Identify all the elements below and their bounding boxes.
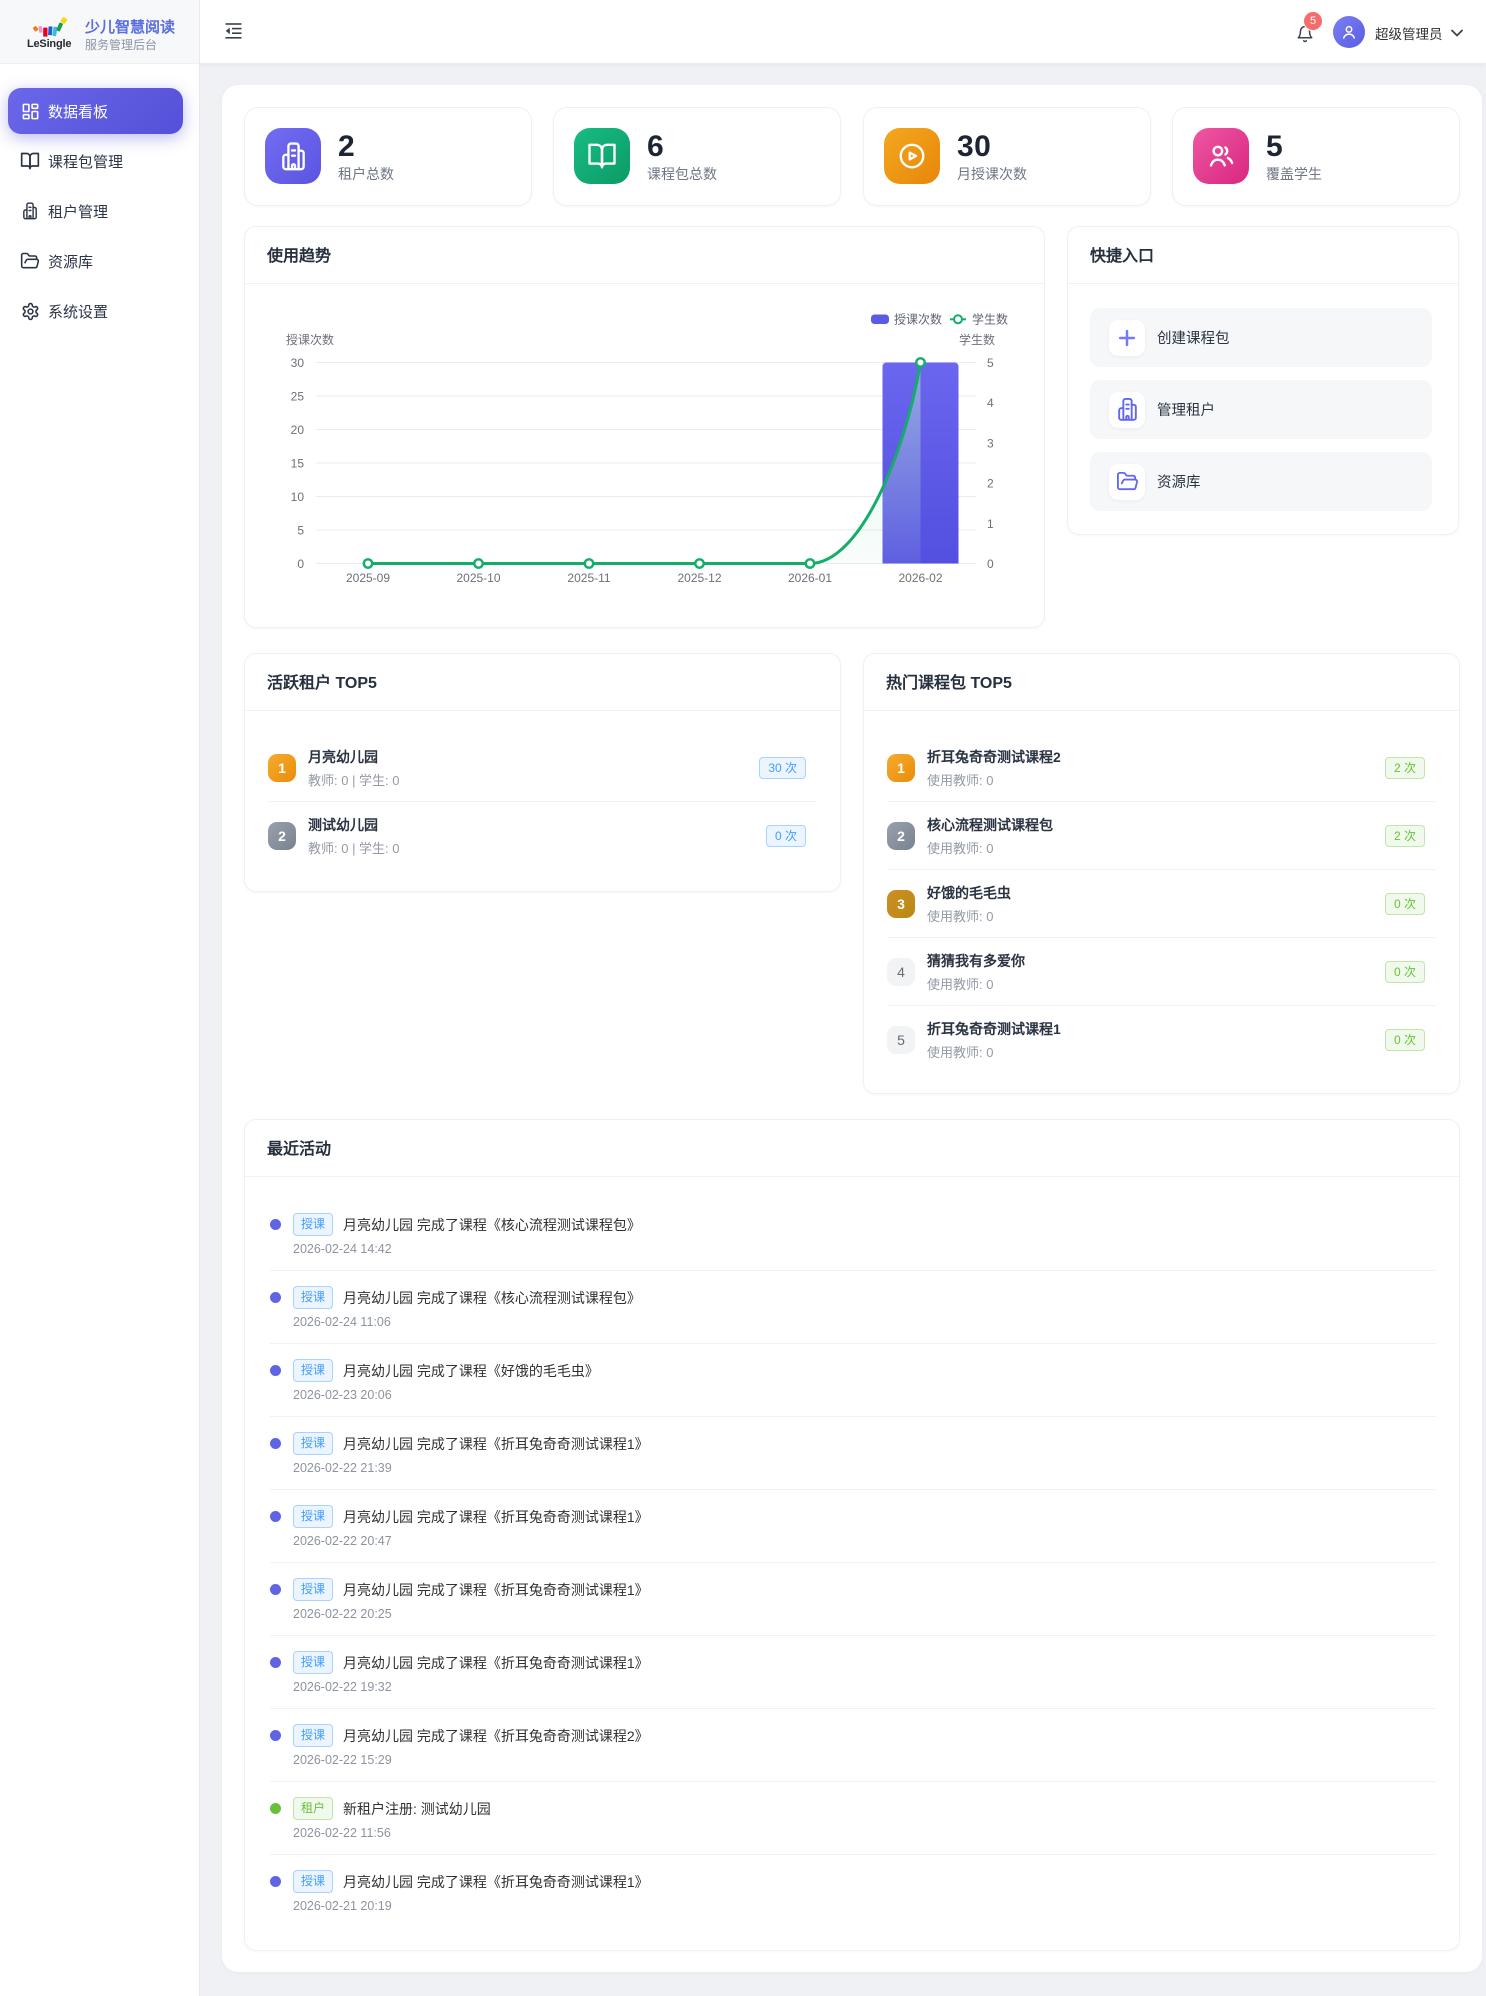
svg-text:2025-11: 2025-11 <box>567 571 610 585</box>
svg-text:2: 2 <box>987 477 994 491</box>
svg-text:学生数: 学生数 <box>959 332 995 347</box>
svg-text:20: 20 <box>291 423 305 437</box>
svg-text:2025-12: 2025-12 <box>677 571 721 585</box>
svg-text:4: 4 <box>987 396 994 410</box>
svg-text:2026-01: 2026-01 <box>788 571 832 585</box>
svg-text:2025-10: 2025-10 <box>456 571 500 585</box>
svg-text:25: 25 <box>291 390 305 404</box>
svg-text:15: 15 <box>291 457 305 471</box>
svg-text:1: 1 <box>987 517 994 531</box>
svg-text:5: 5 <box>987 356 994 370</box>
svg-text:0: 0 <box>297 557 304 571</box>
svg-text:5: 5 <box>297 524 304 538</box>
svg-text:2026-02: 2026-02 <box>898 571 942 585</box>
svg-text:2025-09: 2025-09 <box>346 571 390 585</box>
svg-text:授课次数: 授课次数 <box>894 312 942 327</box>
svg-text:授课次数: 授课次数 <box>286 332 334 347</box>
svg-text:10: 10 <box>291 490 305 504</box>
svg-text:30: 30 <box>291 356 305 370</box>
svg-text:0: 0 <box>987 557 994 571</box>
svg-text:3: 3 <box>987 436 994 450</box>
svg-text:学生数: 学生数 <box>972 312 1008 327</box>
